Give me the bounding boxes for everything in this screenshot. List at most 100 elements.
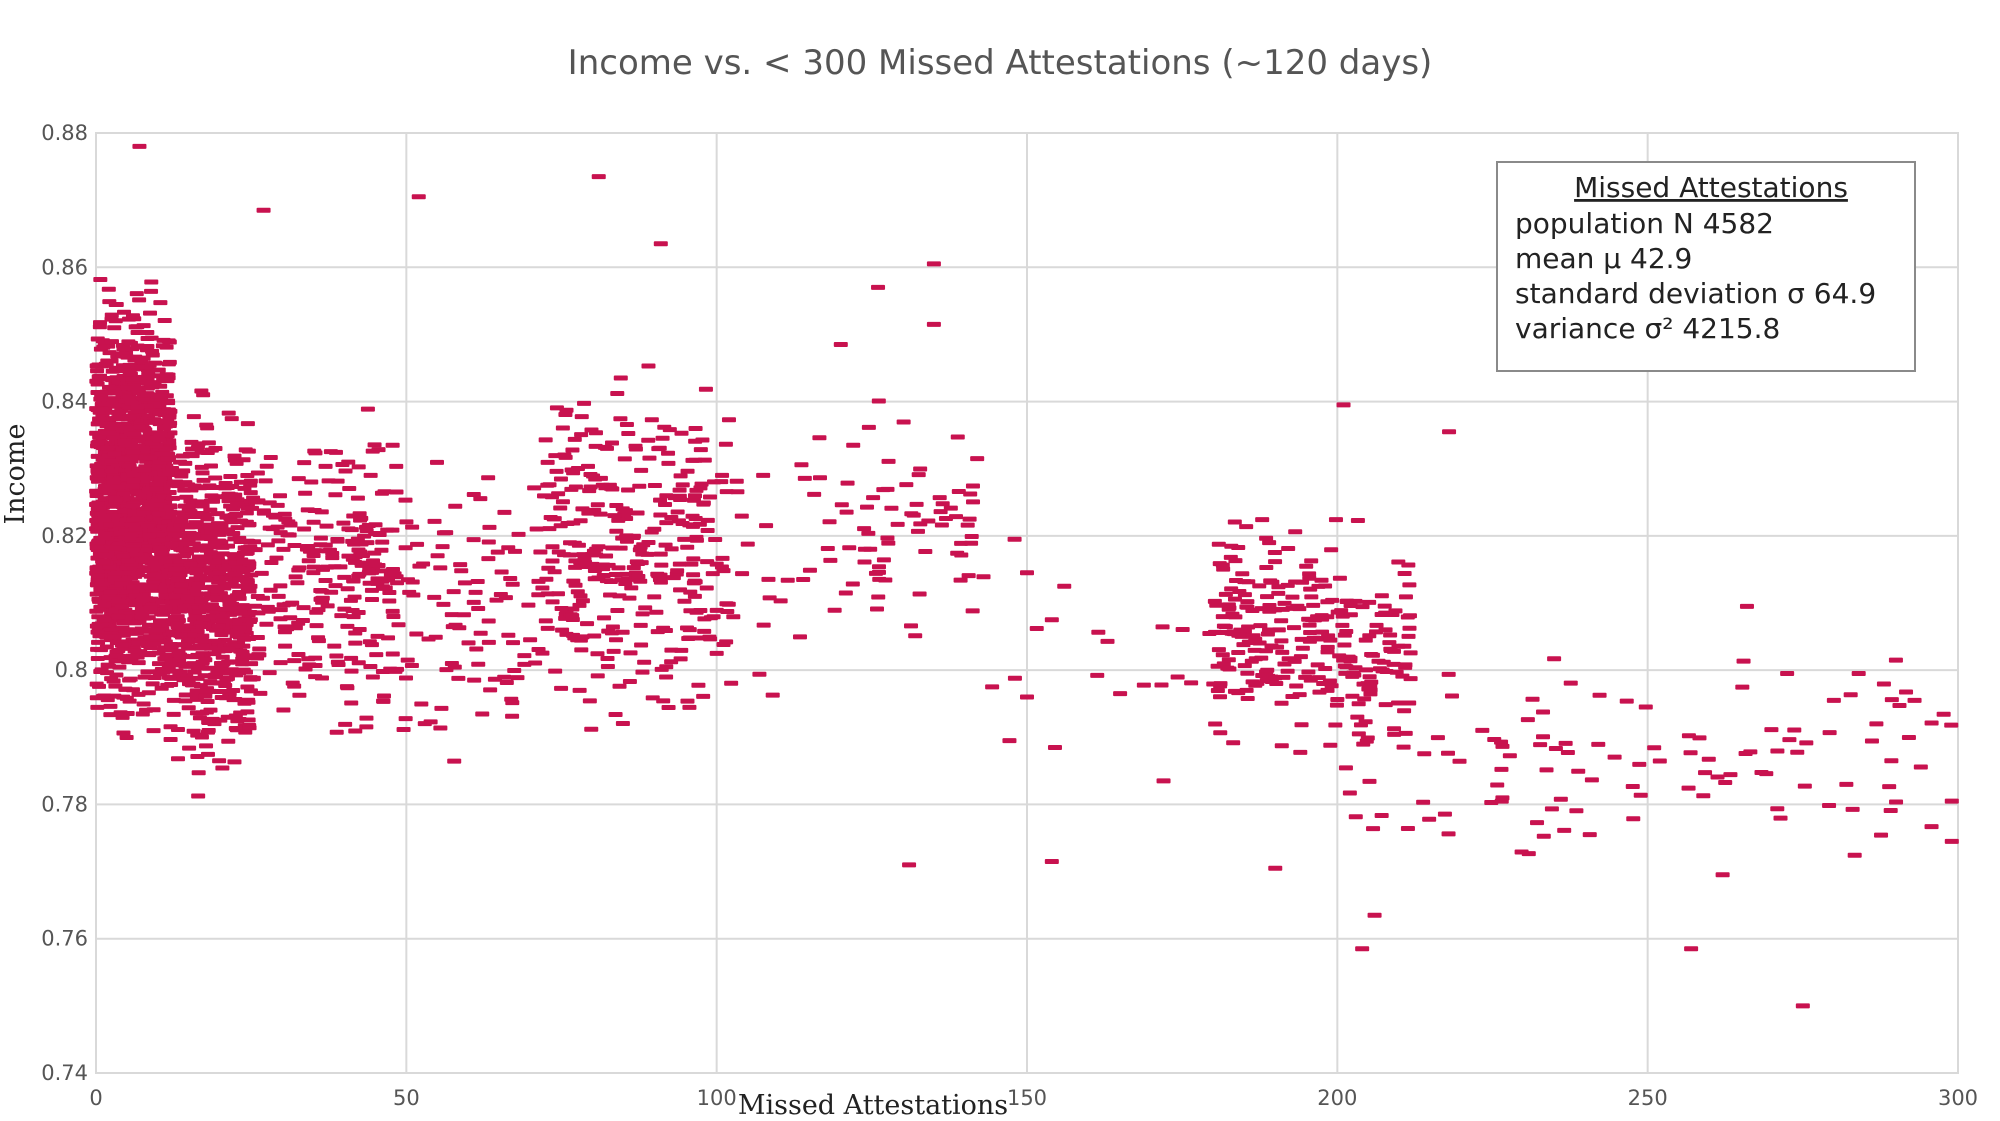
data-point: [198, 555, 213, 561]
data-point: [688, 579, 703, 585]
x-tick-label: 200: [1317, 1086, 1357, 1110]
data-point: [165, 495, 180, 501]
data-point: [151, 511, 166, 517]
data-point: [143, 310, 158, 316]
data-point: [1652, 758, 1667, 764]
data-point: [861, 424, 876, 430]
data-point: [680, 698, 695, 704]
data-point: [1090, 672, 1105, 678]
data-point: [232, 625, 247, 631]
data-point: [260, 542, 275, 548]
data-point: [752, 671, 767, 677]
data-point: [1240, 695, 1255, 701]
data-point: [243, 482, 258, 488]
data-point: [1218, 591, 1233, 597]
data-point: [375, 669, 390, 675]
data-point: [174, 582, 189, 588]
data-point: [866, 495, 881, 501]
data-point: [237, 700, 252, 706]
data-point: [89, 681, 104, 687]
data-point: [251, 652, 266, 658]
data-point: [845, 581, 860, 587]
data-point: [291, 476, 306, 482]
data-point: [155, 343, 170, 349]
data-point: [1773, 815, 1788, 821]
data-point: [672, 561, 687, 567]
data-point: [611, 517, 626, 523]
data-point: [1739, 603, 1754, 609]
data-point: [950, 550, 965, 556]
data-point: [120, 354, 135, 360]
data-point: [807, 491, 822, 497]
data-point: [243, 619, 258, 625]
data-point: [130, 571, 145, 577]
data-point: [124, 532, 139, 538]
data-point: [606, 648, 621, 654]
data-point: [792, 634, 807, 640]
data-point: [118, 686, 133, 692]
data-point: [400, 657, 415, 663]
data-point: [1277, 661, 1292, 667]
data-point: [651, 446, 666, 452]
data-point: [705, 571, 720, 577]
data-point: [1718, 779, 1733, 785]
data-point: [1484, 800, 1499, 806]
data-point: [1944, 798, 1959, 804]
data-point: [136, 323, 151, 329]
data-point: [141, 372, 156, 378]
data-point: [411, 194, 426, 200]
data-point: [125, 653, 140, 659]
data-point: [551, 491, 566, 497]
data-point: [584, 726, 599, 732]
data-point: [1311, 675, 1326, 681]
data-point: [1228, 614, 1243, 620]
data-point: [1285, 594, 1300, 600]
data-point: [662, 427, 677, 433]
data-point: [626, 565, 641, 571]
data-point: [123, 340, 138, 346]
data-point: [195, 503, 210, 509]
data-point: [1355, 604, 1370, 610]
data-point: [435, 544, 450, 550]
data-point: [1356, 741, 1371, 747]
data-point: [540, 459, 555, 465]
data-point: [729, 478, 744, 484]
data-point: [565, 613, 580, 619]
data-point: [1274, 743, 1289, 749]
data-point: [970, 456, 985, 462]
data-point: [210, 587, 225, 593]
data-point: [523, 637, 538, 643]
data-point: [469, 646, 484, 652]
data-point: [466, 491, 481, 497]
data-point: [1391, 643, 1406, 649]
data-point: [1369, 622, 1384, 628]
data-point: [169, 668, 184, 674]
data-point: [277, 629, 292, 635]
data-point: [344, 655, 359, 661]
data-point: [1271, 590, 1286, 596]
data-point: [195, 470, 210, 476]
data-point: [104, 316, 119, 322]
data-point: [174, 473, 189, 479]
data-point: [1320, 599, 1335, 605]
data-point: [490, 549, 505, 555]
data-point: [1378, 610, 1393, 616]
data-point: [110, 415, 125, 421]
data-point: [871, 564, 886, 570]
data-point: [352, 571, 367, 577]
x-axis-label: Missed Attestations: [738, 1090, 1008, 1121]
data-point: [325, 555, 340, 561]
data-point: [708, 537, 723, 543]
data-point: [173, 652, 188, 658]
data-point: [653, 241, 668, 247]
data-point: [507, 668, 522, 674]
data-point: [123, 676, 138, 682]
data-point: [1029, 626, 1044, 632]
data-point: [1383, 648, 1398, 654]
data-point: [1822, 730, 1837, 736]
data-point: [682, 635, 697, 641]
data-point: [653, 497, 668, 503]
data-point: [631, 574, 646, 580]
data-point: [506, 640, 521, 646]
data-point: [1826, 697, 1841, 703]
